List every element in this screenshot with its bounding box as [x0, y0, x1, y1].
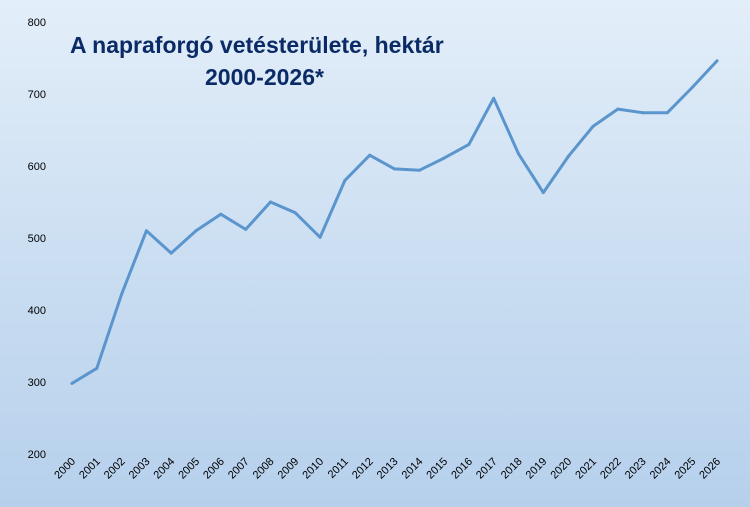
x-tick-label: 2016: [449, 456, 475, 482]
x-tick-label: 2004: [152, 456, 178, 482]
data-point: [417, 168, 421, 172]
y-tick-label: 500: [28, 233, 46, 245]
data-point: [169, 251, 173, 255]
x-tick-label: 2000: [52, 456, 78, 482]
y-tick-label: 200: [28, 449, 46, 461]
data-point: [393, 167, 396, 171]
x-tick-label: 2013: [375, 456, 401, 482]
data-point: [269, 200, 272, 204]
data-point: [715, 59, 719, 63]
data-point: [517, 152, 520, 156]
x-tick-label: 2014: [400, 456, 426, 482]
x-tick-label: 2009: [276, 456, 302, 482]
chart-title-line-2: 2000-2026*: [205, 64, 324, 90]
data-point: [244, 227, 248, 231]
data-point: [343, 178, 347, 182]
x-tick-label: 2015: [424, 456, 450, 482]
data-point: [95, 366, 99, 370]
data-point: [442, 156, 446, 160]
y-tick-label: 400: [28, 305, 46, 317]
data-point: [690, 86, 694, 89]
x-tick-label: 2022: [598, 456, 624, 482]
y-tick-label: 300: [28, 377, 46, 389]
x-tick-label: 2026: [697, 456, 723, 482]
data-point: [566, 155, 570, 159]
data-point: [641, 111, 645, 115]
y-tick-label: 600: [28, 161, 46, 173]
x-tick-label: 2019: [524, 456, 550, 482]
x-tick-label: 2001: [77, 456, 103, 482]
chart-title-line-1: A napraforgó vetésterülete, hektár: [70, 32, 444, 58]
data-point: [120, 292, 124, 296]
x-tick-label: 2012: [350, 456, 376, 482]
y-tick-label: 700: [28, 89, 46, 101]
series-line: [70, 59, 719, 385]
data-point: [318, 235, 322, 239]
data-point: [591, 124, 595, 128]
x-tick-label: 2025: [673, 456, 699, 482]
data-point: [293, 211, 297, 215]
x-tick-label: 2002: [102, 456, 128, 482]
data-point: [541, 191, 545, 195]
data-point: [194, 229, 198, 233]
data-point: [70, 381, 74, 385]
x-tick-label: 2006: [201, 456, 227, 482]
data-point: [467, 142, 471, 146]
x-tick-label: 2018: [499, 456, 525, 482]
x-tick-label: 2020: [548, 456, 574, 482]
y-tick-label: 800: [28, 17, 46, 29]
data-point: [219, 212, 223, 216]
x-tick-label: 2011: [326, 456, 351, 481]
x-tick-label: 2010: [300, 456, 326, 482]
data-point: [665, 111, 669, 115]
x-tick-label: 2008: [251, 456, 277, 482]
x-tick-label: 2021: [573, 456, 599, 482]
data-point: [144, 229, 148, 233]
data-point: [492, 96, 496, 100]
data-point: [616, 107, 620, 111]
data-point: [368, 153, 372, 157]
x-tick-label: 2017: [474, 456, 500, 482]
x-tick-label: 2007: [226, 456, 252, 482]
x-tick-label: 2003: [127, 456, 153, 482]
x-tick-label: 2005: [176, 456, 202, 482]
x-tick-label: 2023: [623, 456, 649, 482]
x-tick-label: 2024: [648, 456, 674, 482]
